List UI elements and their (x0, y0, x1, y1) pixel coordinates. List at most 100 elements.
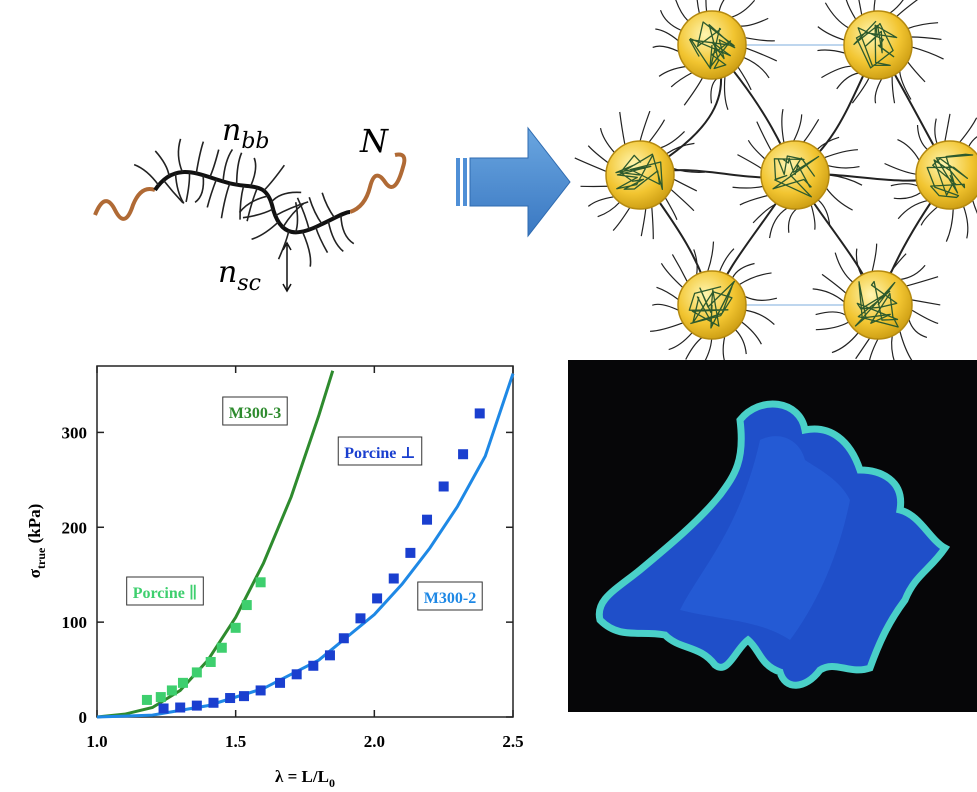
corona-chain (964, 206, 968, 238)
side-chain (186, 172, 189, 202)
corona-chain (909, 319, 927, 337)
corona-chain (740, 196, 768, 205)
corona-chain (826, 188, 852, 210)
corona-chain (845, 0, 856, 19)
data-point (475, 408, 485, 418)
corona-chain (613, 207, 630, 230)
corona-chain (825, 3, 848, 28)
corona-chain (757, 122, 771, 151)
side-chain (207, 179, 216, 207)
series-label: Porcine ∥ (133, 584, 198, 602)
side-chain (296, 202, 298, 232)
side-chain (134, 165, 158, 186)
data-point (175, 703, 185, 713)
corona-chain (816, 312, 846, 315)
corona-chain (649, 120, 665, 143)
side-chain (243, 209, 273, 218)
y-tick-label: 100 (62, 613, 88, 632)
corona-chain (821, 66, 851, 77)
corona-chain (745, 296, 777, 300)
corona-chain (912, 47, 944, 59)
label-base: λ = L/L (275, 767, 329, 786)
corona-chain (711, 79, 717, 104)
corona-chain (665, 198, 677, 220)
corona-chain (908, 62, 925, 82)
corona-chain (673, 0, 688, 21)
corona-chain (835, 253, 853, 283)
data-point (275, 678, 285, 688)
corona-chain (900, 265, 925, 279)
corona-chain (945, 114, 950, 141)
corona-chain (897, 140, 919, 161)
corona-chain (745, 38, 775, 41)
side-chain (341, 215, 354, 244)
fit-curve (97, 374, 513, 717)
side-chain (264, 165, 285, 191)
corona-chain (906, 277, 938, 286)
data-point (142, 695, 152, 705)
corona-chain (921, 207, 938, 226)
data-point (355, 613, 365, 623)
corona-chain (935, 119, 937, 144)
corona-chain (661, 10, 682, 30)
data-point (242, 600, 252, 610)
chart: λ = L/L0 σtrue (kPa) 1.01.52.02.50100200… (25, 366, 524, 790)
corona-chain (912, 310, 939, 323)
x-tick-label: 1.5 (225, 732, 246, 751)
side-chain (240, 186, 244, 220)
side-chain (302, 232, 310, 267)
x-tick-label: 2.5 (502, 732, 523, 751)
corona-chain (912, 300, 941, 305)
corona-chain (874, 0, 880, 11)
corona-chain (588, 197, 614, 207)
corona-chain (650, 323, 683, 331)
label-base: n (218, 255, 237, 290)
label-sub: sc (237, 271, 261, 296)
corona-chain (911, 37, 941, 39)
corona-chain (816, 322, 849, 330)
data-point (439, 481, 449, 491)
side-chain (223, 149, 232, 181)
side-chain (237, 153, 242, 185)
corona-chain (892, 76, 894, 103)
data-point (225, 693, 235, 703)
corona-chain (744, 57, 769, 78)
corona-chain (828, 166, 860, 168)
data-point (372, 593, 382, 603)
label-rest: (kPa) (25, 504, 44, 548)
data-point (206, 657, 216, 667)
corona-chain (856, 338, 870, 359)
corona-chain (822, 274, 846, 293)
x-axis-label: λ = L/L0 (275, 767, 335, 790)
corona-chain (660, 131, 684, 147)
corona-chain (973, 200, 977, 230)
label-sub: true (34, 547, 48, 569)
data-point (308, 661, 318, 671)
side-chain (155, 151, 169, 176)
arrow (470, 128, 570, 236)
data-point (422, 515, 432, 525)
bottlebrush-diagram: nbb N nsc (95, 113, 404, 296)
end-block (350, 155, 404, 213)
side-chain (195, 175, 203, 202)
series-label: M300-2 (424, 590, 476, 607)
side-chain (251, 158, 256, 186)
corona-chain (782, 109, 784, 143)
side-chain (210, 150, 219, 178)
side-chain (252, 222, 279, 239)
corona-chain (684, 78, 702, 106)
corona-chain (837, 73, 859, 89)
corona-chain (894, 193, 921, 199)
corona-chain (652, 304, 678, 310)
y-tick-label: 0 (79, 708, 88, 727)
network-diagram (575, 0, 977, 368)
side-chain (271, 192, 301, 202)
y-tick-label: 300 (62, 423, 88, 442)
corona-chain (890, 0, 909, 13)
data-point (239, 691, 249, 701)
x-tick-label: 2.0 (364, 732, 385, 751)
side-chain (322, 193, 334, 218)
corona-chain (892, 336, 895, 363)
corona-chain (789, 209, 797, 233)
corona-chain (746, 310, 775, 324)
